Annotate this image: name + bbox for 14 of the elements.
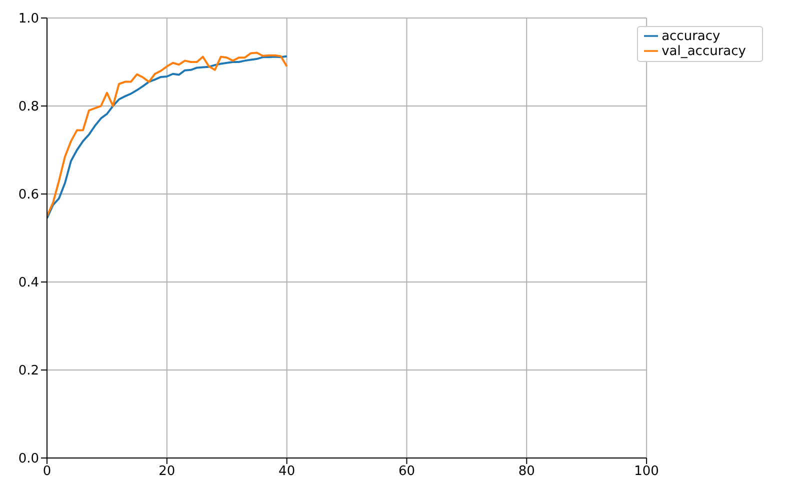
x-tick-label: 20 <box>158 464 176 480</box>
y-tick-label: 0.2 <box>18 364 39 379</box>
legend-label: accuracy <box>662 29 720 44</box>
y-tick-label: 0.4 <box>18 276 39 291</box>
x-tick-label: 100 <box>634 464 659 480</box>
x-tick-label: 60 <box>398 464 416 480</box>
legend-label: val_accuracy <box>662 44 746 59</box>
x-tick-label: 0 <box>42 464 52 480</box>
y-tick-label: 1.0 <box>18 12 39 27</box>
y-tick-label: 0.8 <box>18 100 39 115</box>
x-tick-label: 80 <box>518 464 535 480</box>
y-tick-label: 0.0 <box>18 452 39 467</box>
x-tick-label: 40 <box>278 464 296 480</box>
y-tick-label: 0.6 <box>18 188 39 203</box>
